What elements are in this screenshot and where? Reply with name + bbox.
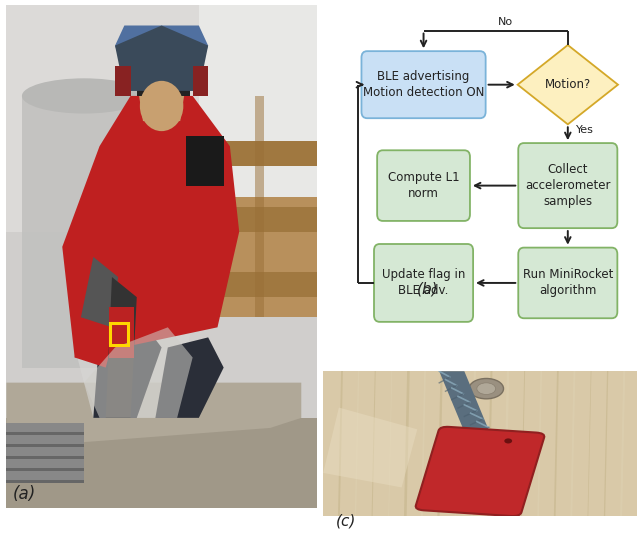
Bar	[137, 76, 189, 96]
Bar	[6, 480, 84, 483]
Text: BLE advertising
Motion detection ON: BLE advertising Motion detection ON	[363, 70, 484, 99]
Ellipse shape	[504, 438, 512, 443]
Polygon shape	[84, 327, 193, 418]
Text: Run MiniRocket
algorithm: Run MiniRocket algorithm	[523, 268, 613, 298]
Text: No: No	[497, 17, 513, 27]
Ellipse shape	[469, 379, 504, 399]
Ellipse shape	[140, 81, 183, 131]
FancyBboxPatch shape	[377, 150, 470, 221]
Bar	[6, 423, 84, 483]
Bar	[110, 322, 129, 345]
Polygon shape	[62, 96, 239, 358]
Polygon shape	[75, 277, 124, 367]
Polygon shape	[439, 371, 495, 447]
Bar	[6, 418, 317, 508]
Polygon shape	[137, 71, 186, 121]
FancyBboxPatch shape	[374, 244, 473, 322]
Text: (b): (b)	[417, 282, 439, 297]
Text: Yes: Yes	[575, 125, 593, 136]
Bar	[6, 468, 84, 471]
Bar	[6, 444, 84, 447]
Polygon shape	[518, 45, 618, 124]
Text: (a): (a)	[13, 485, 36, 504]
FancyBboxPatch shape	[518, 143, 618, 228]
Text: Collect
accelerometer
samples: Collect accelerometer samples	[525, 163, 611, 208]
Polygon shape	[115, 66, 131, 96]
Polygon shape	[208, 207, 317, 232]
Polygon shape	[100, 317, 124, 348]
Text: Motion?: Motion?	[545, 78, 591, 91]
Bar	[109, 307, 134, 358]
Polygon shape	[255, 96, 264, 317]
Polygon shape	[75, 282, 193, 418]
FancyBboxPatch shape	[518, 247, 618, 318]
Bar	[6, 432, 84, 435]
Polygon shape	[22, 96, 146, 367]
Ellipse shape	[22, 79, 146, 114]
Polygon shape	[193, 66, 208, 96]
Bar	[199, 5, 317, 196]
Bar	[6, 5, 317, 232]
Polygon shape	[186, 136, 224, 187]
Polygon shape	[208, 272, 317, 297]
Ellipse shape	[477, 383, 495, 394]
Polygon shape	[115, 25, 208, 91]
FancyBboxPatch shape	[362, 51, 486, 118]
Text: (c): (c)	[336, 513, 356, 528]
Text: Update flag in
BLE adv.: Update flag in BLE adv.	[382, 268, 465, 298]
Polygon shape	[323, 408, 417, 487]
Polygon shape	[115, 25, 208, 91]
Polygon shape	[208, 96, 317, 317]
Bar	[6, 456, 84, 459]
Polygon shape	[156, 337, 224, 418]
Polygon shape	[106, 277, 137, 418]
Polygon shape	[93, 327, 162, 418]
Polygon shape	[81, 257, 118, 327]
Polygon shape	[208, 141, 317, 166]
Text: Compute L1
norm: Compute L1 norm	[388, 171, 460, 200]
FancyBboxPatch shape	[416, 427, 544, 516]
Polygon shape	[6, 383, 301, 448]
